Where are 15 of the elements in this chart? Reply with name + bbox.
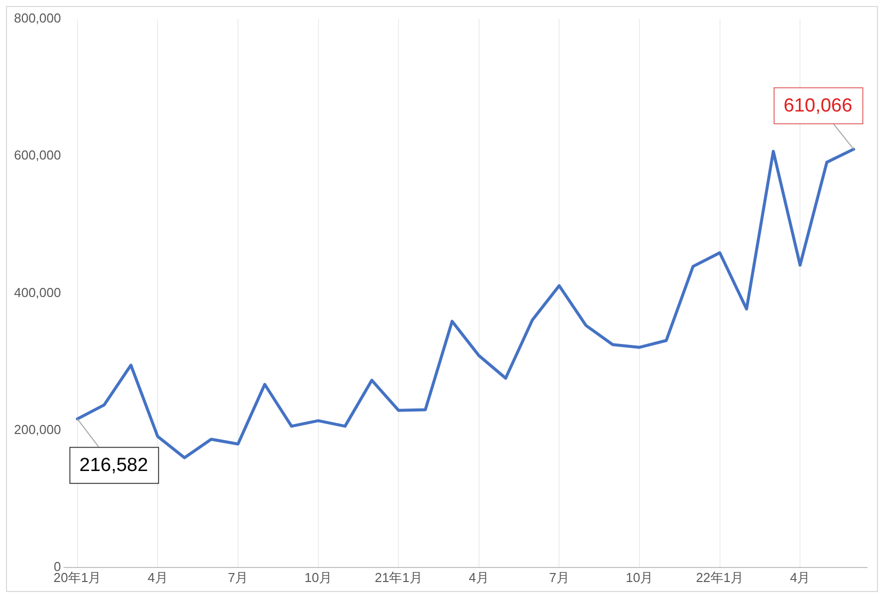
x-tick-label: 4月 [790,570,810,585]
x-tick-label: 10月 [304,570,332,585]
x-tick-label: 10月 [626,570,654,585]
y-tick-label: 800,000 [14,10,61,26]
x-tick-label: 4月 [468,570,489,585]
y-tick-label: 600,000 [14,148,61,163]
x-tick-label: 21年1月 [374,570,422,585]
data-label: 610,066 [784,95,852,116]
y-tick-label: 200,000 [14,422,61,437]
x-tick-label: 22年1月 [696,570,744,585]
x-tick-label: 7月 [549,570,570,585]
data-label: 216,582 [79,455,148,476]
x-tick-label: 7月 [228,570,248,585]
y-tick-label: 400,000 [14,284,61,300]
x-tick-label: 4月 [148,570,168,585]
